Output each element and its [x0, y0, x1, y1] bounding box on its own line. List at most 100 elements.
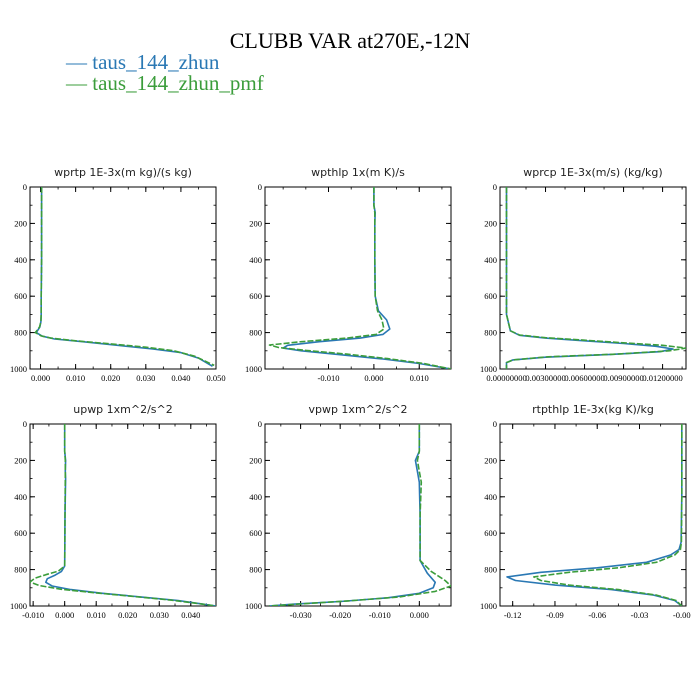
x-tick-label: 0.01200000: [642, 373, 682, 383]
plot-frame: [29, 186, 217, 370]
legend-item-zhun-pmf: — taus_144_zhun_pmf: [66, 72, 264, 94]
panel-1: wprtp 1E-3x(m kg)/(s kg) 0 200 400 600 800 100…: [10, 166, 226, 383]
panel-6: rtpthlp 1E-3x(kg K)/kg02004006008001000-…: [480, 403, 691, 620]
y-tick-label: 800: [484, 565, 497, 575]
series-line-zhun: [505, 187, 674, 369]
series-line-zhun-pmf: [268, 187, 451, 369]
y-tick-label: 1000: [480, 364, 497, 374]
y-tick-label: 600: [14, 291, 27, 301]
series-line-zhun-pmf: [34, 187, 215, 367]
y-tick-label: 800: [14, 328, 27, 338]
y-tick-label: 200: [14, 218, 27, 228]
x-tick-label: 0.00000000: [486, 373, 526, 383]
panel-2: wpthlp 1x(m K)/s 0 200 400 600 800 1000 -0.010 0…: [245, 166, 452, 383]
x-tick-label: -0.12: [504, 610, 522, 620]
panel-3: wprcp 1E-3x(m/s) (kg/kg) 0 200 400 600 800 100…: [480, 166, 687, 383]
y-tick-label: 1000: [245, 601, 262, 611]
legend-label: taus_144_zhun_pmf: [92, 71, 264, 95]
panel-title: wprcp 1E-3x(m/s) (kg/kg): [523, 166, 662, 179]
plot-frame: [499, 423, 687, 607]
y-tick-label: 0: [258, 419, 262, 429]
x-tick-label: 0.000: [364, 373, 383, 383]
y-tick-label: 0: [23, 182, 27, 192]
x-tick-label: 0.00900000: [603, 373, 643, 383]
y-tick-label: 200: [14, 455, 27, 465]
panel-title: wpthlp 1x(m K)/s: [311, 166, 405, 179]
x-tick-label: 0.020: [118, 610, 137, 620]
y-tick-label: 600: [484, 528, 497, 538]
y-tick-label: 400: [249, 492, 262, 502]
legend-item-zhun: — taus_144_zhun: [66, 51, 219, 73]
x-tick-label: -0.020: [329, 610, 351, 620]
y-tick-label: 800: [249, 565, 262, 575]
x-tick-label: -0.09: [546, 610, 564, 620]
x-tick-label: 0.000: [55, 610, 74, 620]
panel-4: upwp 1xm^2/s^2 0 200 400 600 800 1000-0.010 0.0…: [10, 403, 217, 620]
panel-5: vpwp 1xm^2/s^2 0 200 400 600 800 1000 -0.030 -0.…: [245, 403, 452, 620]
y-tick-label: 600: [249, 291, 262, 301]
series-line-zhun: [506, 424, 683, 606]
y-tick-label: 1000: [480, 601, 497, 611]
series-line-zhun: [35, 187, 213, 367]
x-tick-label: -0.03: [631, 610, 649, 620]
y-tick-label: 0: [493, 182, 497, 192]
y-tick-label: 400: [484, 492, 497, 502]
y-tick-label: 400: [249, 255, 262, 265]
x-tick-label: 0.040: [171, 373, 190, 383]
x-tick-label: 0.040: [181, 610, 200, 620]
y-tick-label: 200: [484, 455, 497, 465]
y-tick-label: 200: [249, 455, 262, 465]
x-tick-label: 0.050: [206, 373, 225, 383]
x-tick-label: -0.030: [290, 610, 312, 620]
x-tick-label: -0.010: [318, 373, 340, 383]
y-tick-label: 200: [484, 218, 497, 228]
y-tick-label: 0: [493, 419, 497, 429]
plot-frame: [264, 423, 452, 607]
y-tick-label: 600: [249, 528, 262, 538]
y-tick-label: 0: [258, 182, 262, 192]
y-tick-label: 800: [14, 565, 27, 575]
plot-frame: [264, 186, 452, 370]
x-tick-label: -0.010: [369, 610, 391, 620]
y-tick-label: 1000: [10, 364, 27, 374]
y-tick-label: 200: [249, 218, 262, 228]
plot-frame: [29, 423, 217, 607]
x-tick-label: 0.00300000: [525, 373, 565, 383]
x-tick-label: 0.000: [410, 610, 429, 620]
series-line-zhun: [268, 424, 437, 606]
x-tick-label: 0.00600000: [564, 373, 604, 383]
y-tick-label: 1000: [245, 364, 262, 374]
page-title: CLUBB VAR at270E,-12N: [229, 28, 471, 53]
legend-dash: —: [66, 71, 93, 95]
x-tick-label: 0.000: [31, 373, 50, 383]
y-tick-label: 800: [249, 328, 262, 338]
x-tick-label: 0.020: [101, 373, 120, 383]
x-tick-label: -0.06: [588, 610, 606, 620]
series-line-zhun-pmf: [268, 424, 451, 606]
x-tick-label: 0.030: [150, 610, 169, 620]
x-tick-label: 0.010: [410, 373, 429, 383]
series-line-zhun-pmf: [505, 187, 686, 369]
panel-title: upwp 1xm^2/s^2: [73, 403, 173, 416]
panel-title: rtpthlp 1E-3x(kg K)/kg: [532, 403, 654, 416]
legend-label: taus_144_zhun: [92, 50, 220, 74]
legend-dash: —: [66, 50, 93, 74]
x-tick-label: 0.010: [87, 610, 106, 620]
x-tick-label: 0.030: [136, 373, 155, 383]
y-tick-label: 600: [14, 528, 27, 538]
y-tick-label: 800: [484, 328, 497, 338]
y-tick-label: 400: [484, 255, 497, 265]
y-tick-label: 400: [14, 492, 27, 502]
panel-title: wprtp 1E-3x(m kg)/(s kg): [54, 166, 192, 179]
y-tick-label: 0: [23, 419, 27, 429]
series-line-zhun-pmf: [30, 424, 216, 606]
series-line-zhun: [44, 424, 216, 606]
x-tick-label: -0.010: [22, 610, 44, 620]
series-line-zhun-pmf: [532, 424, 683, 606]
panel-title: vpwp 1xm^2/s^2: [308, 403, 407, 416]
x-tick-label: 0.010: [66, 373, 85, 383]
y-tick-label: 400: [14, 255, 27, 265]
y-tick-label: 1000: [10, 601, 27, 611]
x-tick-label: -0.00: [673, 610, 691, 620]
